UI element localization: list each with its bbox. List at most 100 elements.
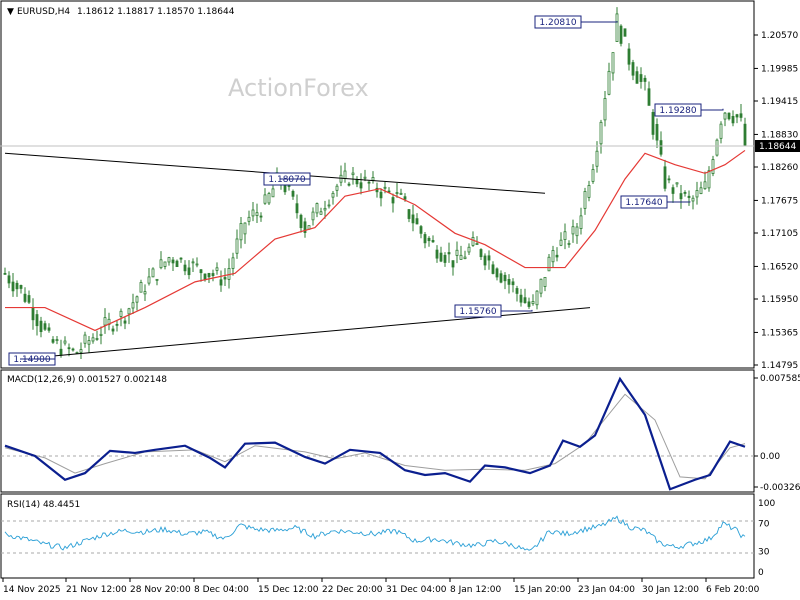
candle-body	[495, 268, 499, 278]
rsi-tick-label: 100	[758, 499, 775, 509]
macd-panel[interactable]	[0, 369, 755, 493]
price-tick-label: 1.20570	[761, 31, 798, 41]
price-tick-label: 1.17105	[761, 229, 798, 239]
candle-body	[319, 211, 323, 215]
candle-body	[503, 274, 507, 282]
candle-body	[443, 254, 447, 263]
price-tick-label: 1.16520	[761, 262, 798, 272]
price-annotation[interactable]: 1.20810	[534, 15, 618, 29]
candle-body	[95, 338, 99, 340]
price-tick-label: 1.18830	[761, 130, 798, 140]
candle-body	[403, 196, 407, 200]
macd-tick-label: 0.00	[760, 452, 780, 462]
price-tick-label: 1.19415	[761, 97, 798, 107]
candle-body	[351, 172, 355, 176]
candle-body	[343, 170, 347, 179]
candle-body	[475, 242, 479, 246]
candle-body	[679, 193, 683, 200]
price-axis[interactable]: 1.20570 1.19985 1.19415 1.18830 1.18260 1.176…	[754, 31, 798, 371]
candle-body	[407, 209, 411, 219]
candle-body	[383, 186, 387, 189]
candle-body	[699, 187, 703, 195]
candle-body	[687, 195, 691, 198]
candle-body	[379, 191, 383, 199]
candle-body	[251, 209, 255, 217]
candle-body	[603, 98, 607, 121]
candle-body	[139, 282, 143, 293]
annotation-label: 1.14900	[13, 355, 50, 365]
candle-body	[219, 279, 223, 286]
symbol-label: EURUSD,H4	[17, 7, 70, 17]
candle-body	[723, 112, 727, 120]
candle-body	[151, 268, 155, 278]
candle-body	[583, 191, 587, 209]
macd-signal-line	[4, 393, 746, 480]
candle-body	[607, 70, 611, 95]
candle-body	[231, 257, 235, 269]
candle-body	[555, 254, 559, 258]
candle-body	[391, 197, 395, 204]
price-candles	[3, 7, 747, 359]
price-annotation[interactable]: 1.14900	[8, 352, 56, 366]
time-axis[interactable]: 14 Nov 2025 21 Nov 12:00 28 Nov 20:00 8 Dec…	[2, 578, 760, 595]
time-tick-label: 30 Jan 12:00	[642, 585, 699, 595]
price-annotation[interactable]: 1.15760	[454, 304, 533, 318]
candle-body	[427, 237, 431, 242]
candle-body	[567, 242, 571, 245]
candle-body	[55, 339, 59, 342]
candle-body	[531, 301, 535, 305]
rsi-line	[4, 515, 746, 551]
candle-body	[299, 214, 303, 229]
rsi-panel[interactable]	[0, 493, 755, 579]
time-tick-label: 15 Jan 20:00	[514, 585, 571, 595]
candle-body	[187, 267, 191, 276]
candle-body	[627, 48, 631, 65]
candle-body	[43, 323, 47, 330]
price-annotation[interactable]: 1.18070	[263, 172, 311, 186]
candle-body	[371, 177, 375, 181]
candle-body	[291, 190, 295, 197]
current-price-label: 1.18644	[759, 142, 796, 152]
candle-body	[483, 255, 487, 266]
candle-body	[331, 192, 335, 198]
candle-body	[575, 226, 579, 237]
price-annotation[interactable]: 1.17640	[620, 195, 691, 209]
annotation-connector	[279, 177, 310, 180]
candle-body	[39, 320, 43, 333]
candle-body	[363, 176, 367, 179]
candle-body	[223, 277, 227, 280]
candle-body	[655, 124, 659, 141]
rsi-axis[interactable]: 100 70 30 0	[758, 499, 775, 578]
candle-body	[735, 114, 739, 118]
macd-axis[interactable]: 0.007585 0.00 -0.003264	[754, 374, 800, 493]
candle-body	[359, 182, 363, 189]
candle-body	[467, 246, 471, 253]
annotation-connector	[501, 309, 533, 312]
price-panel[interactable]: ActionForex 1.14900 1.18070 1.15760 1.20810…	[0, 0, 755, 369]
candle-body	[471, 237, 475, 246]
price-annotation[interactable]: 1.19280	[654, 103, 724, 117]
candle-body	[499, 273, 503, 283]
candle-body	[507, 278, 511, 285]
header-arrow-icon[interactable]: ▼	[7, 7, 14, 17]
candle-body	[611, 52, 615, 74]
annotation-connector	[581, 21, 618, 23]
price-tick-label: 1.15365	[761, 328, 798, 338]
candle-body	[19, 285, 23, 289]
watermark: ActionForex	[228, 74, 369, 102]
candle-body	[731, 115, 735, 124]
candle-body	[671, 187, 675, 194]
candle-body	[619, 25, 623, 44]
candle-body	[411, 214, 415, 224]
time-tick-label: 28 Nov 20:00	[130, 585, 191, 595]
candle-body	[683, 192, 687, 194]
rsi-label: RSI(14) 48.4451	[7, 500, 80, 510]
rsi-tick-label: 70	[758, 520, 770, 530]
candle-body	[303, 221, 307, 233]
time-tick-label: 23 Jan 04:00	[578, 585, 635, 595]
candle-body	[27, 295, 31, 303]
candle-body	[235, 238, 239, 254]
time-tick-label: 31 Dec 04:00	[386, 585, 447, 595]
